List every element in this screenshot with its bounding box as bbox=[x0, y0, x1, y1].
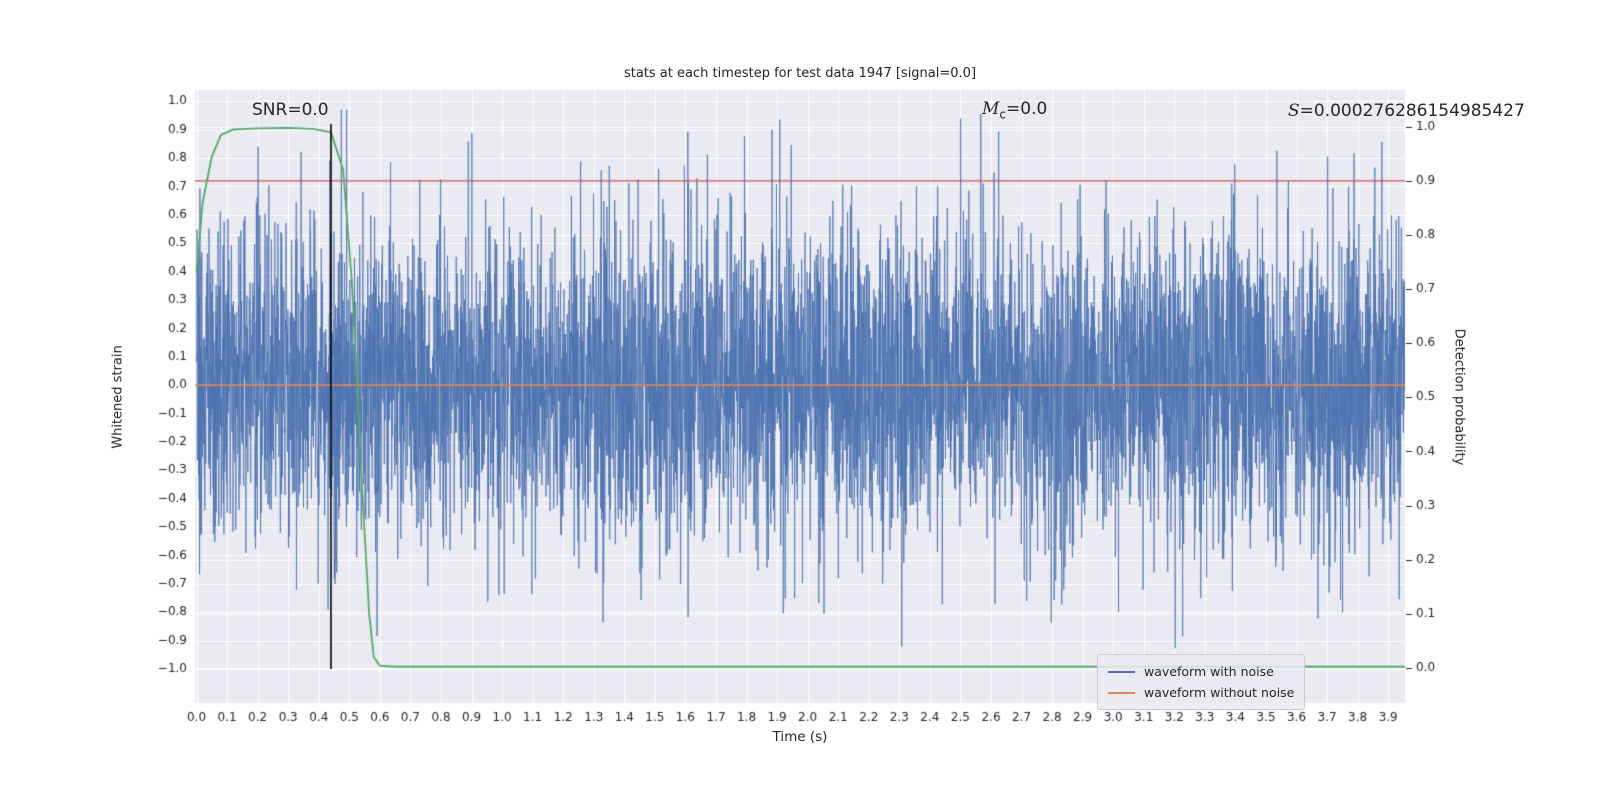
figure: stats at each timestep for test data 194… bbox=[0, 0, 1600, 800]
chart-canvas bbox=[0, 0, 1600, 800]
